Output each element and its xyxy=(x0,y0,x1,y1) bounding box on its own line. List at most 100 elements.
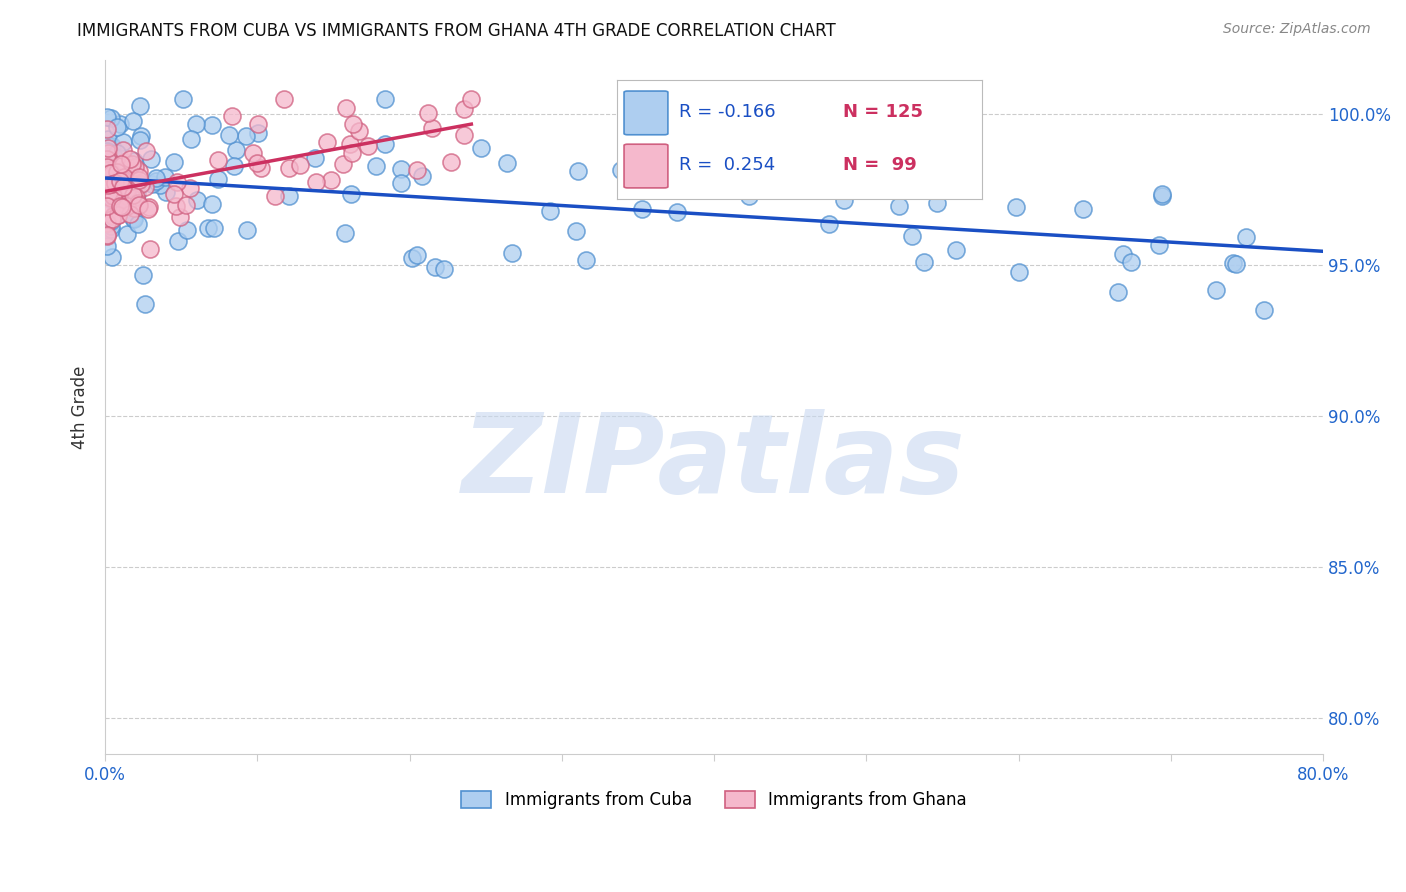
Point xyxy=(127,195,149,210)
Point xyxy=(218,128,240,142)
Y-axis label: 4th Grade: 4th Grade xyxy=(72,365,89,449)
Point xyxy=(832,193,855,207)
Point xyxy=(101,183,124,197)
Point xyxy=(342,145,364,160)
Point xyxy=(117,181,139,195)
Point xyxy=(180,132,202,146)
Point xyxy=(117,194,139,209)
Point xyxy=(96,216,118,230)
Point xyxy=(135,144,157,158)
Point xyxy=(163,154,186,169)
Point xyxy=(666,168,689,182)
Point xyxy=(96,216,118,230)
Point xyxy=(167,234,190,248)
Point xyxy=(1071,202,1094,216)
Point xyxy=(97,188,120,202)
Point xyxy=(118,193,141,207)
Point xyxy=(501,245,523,260)
Point xyxy=(101,166,124,180)
Point xyxy=(100,191,122,205)
Point xyxy=(96,239,118,253)
Point xyxy=(104,178,127,193)
Point xyxy=(101,211,124,226)
Point xyxy=(96,122,118,136)
Point xyxy=(105,120,128,135)
Point xyxy=(201,118,224,132)
Point xyxy=(172,92,194,106)
Point xyxy=(118,206,141,220)
Point xyxy=(416,105,439,120)
Point xyxy=(111,204,134,219)
Point xyxy=(1121,255,1143,269)
Point xyxy=(98,166,121,180)
Point xyxy=(104,177,127,191)
Point xyxy=(101,209,124,223)
Point xyxy=(900,229,922,244)
Point xyxy=(100,177,122,191)
Point xyxy=(273,92,295,106)
Point xyxy=(96,153,118,167)
Point xyxy=(104,208,127,222)
Point xyxy=(335,101,357,115)
Point xyxy=(96,227,118,242)
Point xyxy=(117,182,139,196)
Point xyxy=(96,161,118,175)
Point xyxy=(96,229,118,244)
Point xyxy=(107,208,129,222)
Point xyxy=(374,92,396,106)
Point xyxy=(139,243,162,257)
Point xyxy=(100,111,122,125)
Point xyxy=(155,169,177,184)
Point xyxy=(186,194,208,208)
Text: ZIPatlas: ZIPatlas xyxy=(463,409,966,516)
Point xyxy=(122,113,145,128)
Point xyxy=(122,166,145,180)
Point xyxy=(96,176,118,190)
Point xyxy=(128,163,150,178)
Point xyxy=(122,187,145,202)
Point xyxy=(103,188,125,202)
Point xyxy=(111,173,134,187)
Point xyxy=(1008,264,1031,278)
Point xyxy=(202,220,225,235)
Point xyxy=(131,268,153,282)
Point xyxy=(105,169,128,184)
Point xyxy=(406,248,429,262)
Point xyxy=(97,178,120,192)
Point xyxy=(122,211,145,226)
Point xyxy=(96,167,118,181)
Point xyxy=(100,186,122,201)
Point xyxy=(179,181,201,195)
Point xyxy=(889,199,911,213)
Point xyxy=(339,187,361,202)
Point xyxy=(98,173,121,187)
Point xyxy=(225,144,247,158)
Point xyxy=(1234,229,1257,244)
Point xyxy=(207,153,229,167)
Point xyxy=(290,158,312,172)
Point xyxy=(453,102,475,116)
Point xyxy=(125,190,148,204)
Point xyxy=(134,296,156,310)
Point xyxy=(138,200,160,214)
Point xyxy=(124,160,146,174)
Point xyxy=(96,152,118,166)
Point xyxy=(610,163,633,178)
Point xyxy=(129,99,152,113)
Point xyxy=(224,159,246,173)
Point xyxy=(538,204,561,219)
Point xyxy=(100,214,122,228)
Point xyxy=(114,199,136,213)
Point xyxy=(105,196,128,211)
Point xyxy=(108,199,131,213)
Point xyxy=(316,135,339,149)
Point xyxy=(103,150,125,164)
Point xyxy=(405,163,427,178)
Point xyxy=(100,222,122,236)
Point xyxy=(104,173,127,187)
Point xyxy=(176,223,198,237)
Point xyxy=(134,179,156,194)
Point xyxy=(110,200,132,214)
Point xyxy=(96,199,118,213)
Point xyxy=(101,188,124,202)
